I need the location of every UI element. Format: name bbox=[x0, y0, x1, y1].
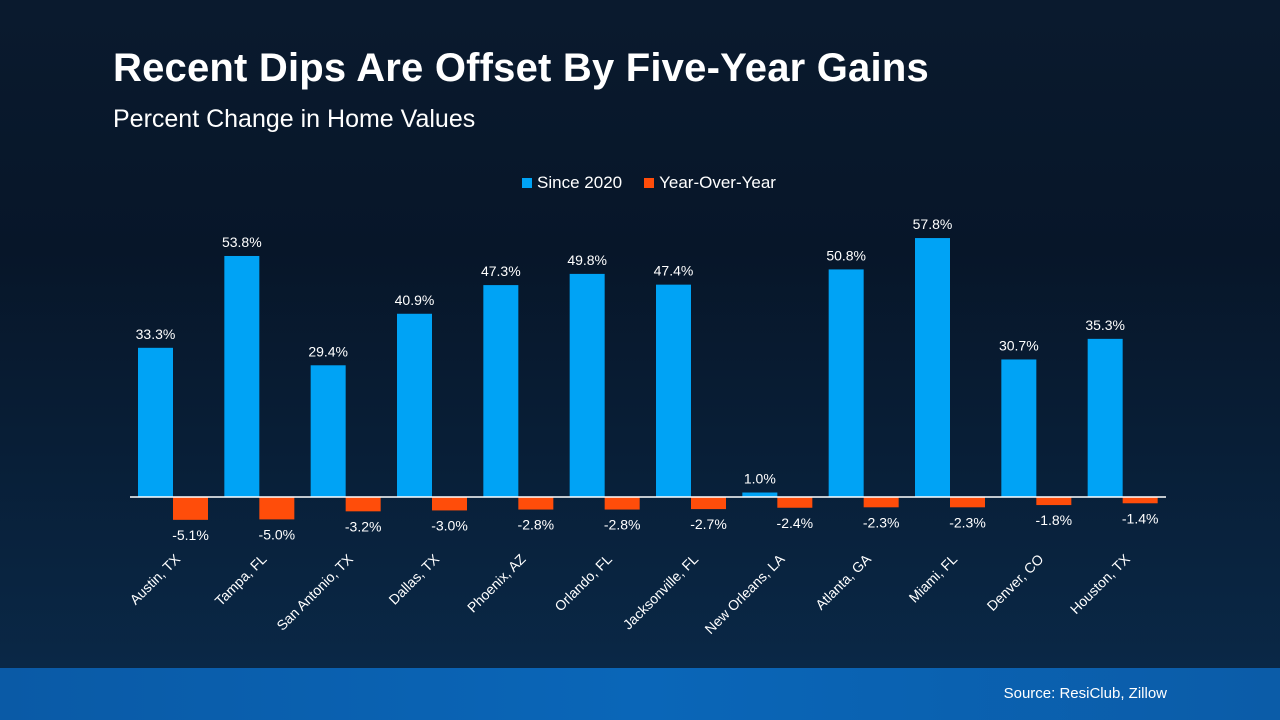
chart-legend: Since 2020 Year-Over-Year bbox=[0, 173, 1280, 193]
legend-swatch-since-2020 bbox=[522, 178, 533, 188]
bar-year-over-year-austin-tx bbox=[173, 497, 208, 520]
bar-chart: 33.3% -5.1% Austin, TX 53.8% -5.0% Tampa, FL 2… bbox=[126, 216, 1159, 637]
legend-item-year-over-year: Year-Over-Year bbox=[644, 173, 776, 193]
category-label-dallas-tx: Dallas, TX bbox=[385, 550, 442, 607]
bar-year-over-year-san-antonio-tx bbox=[345, 497, 381, 512]
label-since-2020-miami-fl: 57.8% bbox=[913, 216, 953, 232]
source-note: Source: ResiClub, Zillow bbox=[1003, 685, 1167, 702]
bar-year-over-year-denver-co bbox=[1036, 497, 1072, 506]
bar-year-over-year-dallas-tx bbox=[432, 497, 467, 511]
category-label-jacksonville-fl: Jacksonville, FL bbox=[620, 551, 702, 633]
label-year-over-year-phoenix-az: -2.8% bbox=[518, 517, 555, 533]
label-year-over-year-new-orleans-la: -2.4% bbox=[777, 515, 814, 531]
chart-title: Recent Dips Are Offset By Five-Year Gain… bbox=[113, 46, 929, 90]
bar-year-over-year-jacksonville-fl bbox=[691, 497, 726, 510]
bar-since-2020-atlanta-ga bbox=[828, 269, 864, 497]
label-year-over-year-orlando-fl: -2.8% bbox=[604, 517, 641, 533]
label-year-over-year-dallas-tx: -3.0% bbox=[431, 517, 468, 533]
bar-since-2020-dallas-tx bbox=[397, 313, 432, 497]
category-label-orlando-fl: Orlando, FL bbox=[551, 551, 615, 615]
footer-bar: Source: ResiClub, Zillow bbox=[0, 668, 1280, 720]
label-since-2020-san-antonio-tx: 29.4% bbox=[308, 343, 348, 359]
legend-label-year-over-year: Year-Over-Year bbox=[659, 173, 776, 192]
label-year-over-year-san-antonio-tx: -3.2% bbox=[345, 518, 382, 534]
label-since-2020-atlanta-ga: 50.8% bbox=[826, 247, 866, 263]
bar-year-over-year-miami-fl bbox=[950, 497, 985, 508]
label-year-over-year-tampa-fl: -5.0% bbox=[259, 526, 296, 542]
category-label-atlanta-ga: Atlanta, GA bbox=[812, 550, 874, 612]
label-since-2020-houston-tx: 35.3% bbox=[1085, 317, 1125, 333]
legend-label-since-2020: Since 2020 bbox=[537, 173, 623, 192]
category-label-tampa-fl: Tampa, FL bbox=[212, 551, 270, 609]
bar-since-2020-denver-co bbox=[1001, 359, 1037, 497]
bar-since-2020-new-orleans-la bbox=[742, 492, 778, 497]
label-year-over-year-jacksonville-fl: -2.7% bbox=[690, 516, 727, 532]
label-since-2020-phoenix-az: 47.3% bbox=[481, 263, 521, 279]
label-since-2020-dallas-tx: 40.9% bbox=[395, 292, 435, 308]
category-label-san-antonio-tx: San Antonio, TX bbox=[273, 550, 356, 633]
bar-year-over-year-phoenix-az bbox=[518, 497, 554, 510]
bar-year-over-year-tampa-fl bbox=[259, 497, 295, 520]
bar-since-2020-tampa-fl bbox=[224, 255, 260, 497]
label-year-over-year-miami-fl: -2.3% bbox=[949, 514, 986, 530]
category-label-phoenix-az: Phoenix, AZ bbox=[464, 550, 529, 615]
bar-year-over-year-new-orleans-la bbox=[777, 497, 813, 508]
label-since-2020-new-orleans-la: 1.0% bbox=[744, 471, 776, 487]
bar-since-2020-san-antonio-tx bbox=[310, 365, 346, 497]
bar-since-2020-phoenix-az bbox=[483, 285, 519, 497]
bar-year-over-year-houston-tx bbox=[1122, 497, 1158, 504]
bar-since-2020-miami-fl bbox=[915, 238, 950, 497]
label-year-over-year-houston-tx: -1.4% bbox=[1122, 510, 1159, 526]
bar-since-2020-austin-tx bbox=[138, 347, 173, 497]
bar-year-over-year-atlanta-ga bbox=[863, 497, 899, 508]
legend-item-since-2020: Since 2020 bbox=[522, 173, 622, 193]
category-label-denver-co: Denver, CO bbox=[984, 551, 1047, 614]
label-year-over-year-austin-tx: -5.1% bbox=[172, 527, 209, 543]
bar-since-2020-orlando-fl bbox=[569, 273, 605, 497]
label-year-over-year-atlanta-ga: -2.3% bbox=[863, 514, 900, 530]
category-label-houston-tx: Houston, TX bbox=[1067, 550, 1134, 617]
label-since-2020-denver-co: 30.7% bbox=[999, 337, 1039, 353]
bar-since-2020-houston-tx bbox=[1087, 338, 1123, 497]
chart-subtitle: Percent Change in Home Values bbox=[113, 105, 476, 133]
bar-since-2020-jacksonville-fl bbox=[656, 284, 691, 497]
legend-swatch-year-over-year bbox=[644, 178, 655, 188]
label-since-2020-tampa-fl: 53.8% bbox=[222, 234, 262, 250]
category-label-miami-fl: Miami, FL bbox=[906, 551, 961, 606]
category-label-new-orleans-la: New Orleans, LA bbox=[701, 550, 788, 637]
label-since-2020-orlando-fl: 49.8% bbox=[567, 252, 607, 268]
label-since-2020-jacksonville-fl: 47.4% bbox=[654, 263, 694, 279]
bar-year-over-year-orlando-fl bbox=[604, 497, 640, 510]
label-year-over-year-denver-co: -1.8% bbox=[1036, 512, 1073, 528]
label-since-2020-austin-tx: 33.3% bbox=[136, 326, 176, 342]
category-label-austin-tx: Austin, TX bbox=[126, 550, 183, 607]
